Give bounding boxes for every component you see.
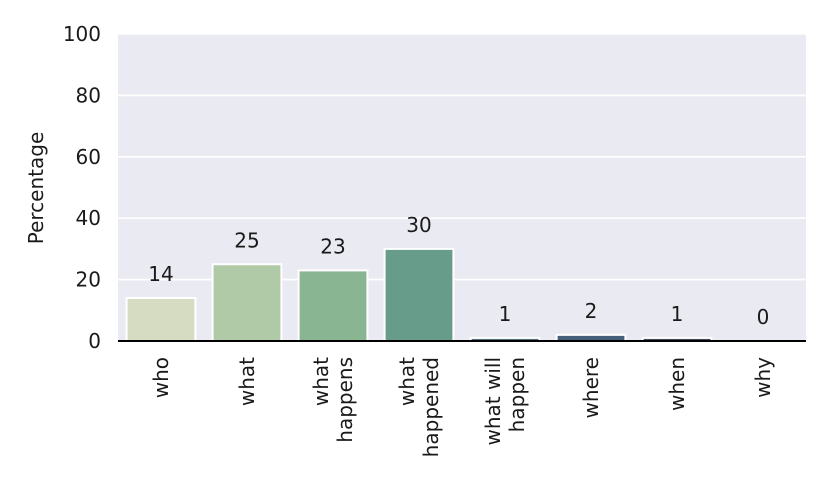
bar: [383, 247, 455, 342]
x-tick-label: where: [579, 357, 603, 418]
x-tick-label-line: where: [579, 357, 603, 418]
x-tick-label-line: happen: [505, 357, 529, 432]
x-tick-label-line: happened: [419, 357, 443, 457]
x-tick-label-line: what: [395, 357, 419, 406]
y-tick-label: 40: [76, 206, 101, 230]
x-axis-tick-labels: who what what happens what happened what will h…: [149, 357, 775, 457]
bar-value-label: 1: [499, 302, 512, 326]
x-tick-label: why: [751, 357, 775, 398]
x-tick-label-line: happens: [333, 357, 357, 443]
x-tick-label: what happens: [309, 357, 357, 443]
y-tick-label: 80: [76, 83, 101, 107]
x-tick-label: what will happen: [481, 357, 529, 446]
y-tick-label: 20: [76, 268, 101, 292]
value-labels: 14 25 23 30 1 2 1 0: [148, 213, 769, 329]
y-axis-ticks: 0 20 40 60 80 100: [63, 22, 101, 353]
bar: [211, 263, 283, 342]
bar: [297, 269, 369, 343]
bar-value-label: 2: [585, 299, 598, 323]
bar-value-label: 25: [234, 228, 259, 252]
x-tick-label-line: what: [235, 357, 259, 406]
bar: [125, 297, 197, 342]
y-tick-label: 0: [88, 329, 101, 353]
bar-value-label: 23: [320, 234, 345, 258]
y-axis-label: Percentage: [24, 132, 48, 245]
bar-value-label: 14: [148, 262, 173, 286]
x-tick-label-line: who: [149, 357, 173, 398]
bar-value-label: 1: [671, 302, 684, 326]
x-tick-label: what happened: [395, 357, 443, 457]
y-tick-label: 100: [63, 22, 101, 46]
bar-value-label: 0: [757, 305, 770, 329]
bar-value-label: 30: [406, 213, 431, 237]
bars: [125, 247, 713, 343]
x-tick-label: when: [665, 357, 689, 411]
x-tick-label-line: when: [665, 357, 689, 411]
x-tick-label-line: what will: [481, 357, 505, 446]
x-tick-label: who: [149, 357, 173, 398]
y-tick-label: 60: [76, 145, 101, 169]
x-tick-label: what: [235, 357, 259, 406]
x-tick-label-line: what: [309, 357, 333, 406]
x-tick-label-line: why: [751, 357, 775, 398]
